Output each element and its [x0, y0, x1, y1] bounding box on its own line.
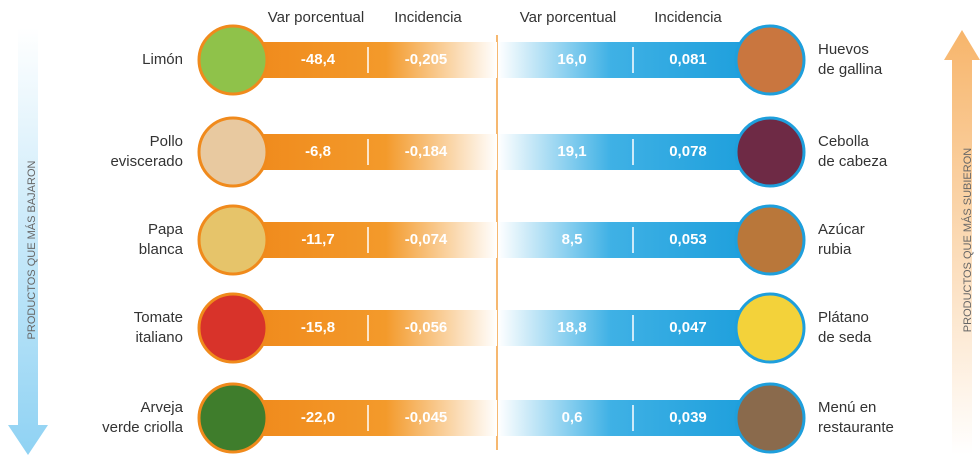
product-name: Arveja verde criolla — [102, 399, 184, 436]
var-value: 0,6 — [562, 409, 583, 426]
name-line: Pollo — [150, 133, 183, 150]
var-value: 8,5 — [562, 231, 583, 248]
value-band — [250, 42, 497, 78]
name-line: Menú en — [818, 399, 876, 416]
product-image — [736, 294, 804, 362]
incidence-value: 0,053 — [669, 231, 707, 248]
value-band — [250, 222, 497, 258]
name-line: de seda — [818, 329, 872, 346]
product-image — [736, 26, 804, 94]
incidence-value: -0,184 — [405, 143, 448, 160]
incidence-value: 0,039 — [669, 409, 707, 426]
incidence-value: 0,078 — [669, 143, 707, 160]
var-value: 18,8 — [557, 319, 586, 336]
side-label: PRODUCTOS QUE MÁS BAJARON — [25, 161, 38, 340]
var-value: 19,1 — [557, 143, 586, 160]
product-name: Tomate italiano — [134, 309, 183, 346]
product-name: Limón — [142, 51, 183, 68]
name-line: blanca — [139, 241, 184, 258]
incidence-value: 0,081 — [669, 51, 707, 68]
var-value: -15,8 — [301, 319, 335, 336]
name-line: italiano — [135, 329, 183, 346]
product-image — [199, 206, 267, 274]
product-image — [736, 384, 804, 452]
name-line: Plátano — [818, 309, 869, 326]
name-line: restaurante — [818, 419, 894, 436]
incidence-value: 0,047 — [669, 319, 707, 336]
name-line: Limón — [142, 51, 183, 68]
incidence-value: -0,074 — [405, 231, 448, 248]
product-image — [199, 118, 267, 186]
name-line: Cebolla — [818, 133, 870, 150]
name-line: Azúcar — [818, 221, 865, 238]
name-line: rubia — [818, 241, 852, 258]
value-band — [498, 134, 748, 170]
name-line: Arveja — [140, 399, 183, 416]
column-header: Var porcentual — [268, 9, 364, 26]
column-header: Incidencia — [394, 9, 462, 26]
name-line: Papa — [148, 221, 184, 238]
product-name: Papa blanca — [139, 221, 184, 258]
value-band — [498, 222, 748, 258]
product-image — [199, 294, 267, 362]
product-name: Plátano de seda — [818, 309, 872, 346]
incidence-value: -0,205 — [405, 51, 448, 68]
var-value: -6,8 — [305, 143, 331, 160]
value-band — [498, 310, 748, 346]
product-name: Azúcar rubia — [818, 221, 865, 258]
side-label: PRODUCTOS QUE MÁS SUBIERON — [961, 148, 974, 332]
product-name: Cebolla de cabeza — [818, 133, 888, 170]
value-band — [498, 42, 748, 78]
name-line: Huevos — [818, 41, 869, 58]
product-image — [199, 384, 267, 452]
var-value: 16,0 — [557, 51, 586, 68]
name-line: Tomate — [134, 309, 183, 326]
name-line: eviscerado — [110, 153, 183, 170]
column-header: Var porcentual — [520, 9, 616, 26]
product-name: Pollo eviscerado — [110, 133, 183, 170]
value-band — [250, 400, 497, 436]
product-image — [199, 26, 267, 94]
column-header: Incidencia — [654, 9, 722, 26]
product-name: Menú en restaurante — [818, 399, 894, 436]
name-line: de gallina — [818, 61, 883, 78]
infographic: PRODUCTOS QUE MÁS BAJARON PRODUCTOS QUE … — [0, 0, 980, 459]
var-value: -11,7 — [301, 231, 334, 248]
var-value: -48,4 — [301, 51, 336, 68]
value-band — [498, 400, 748, 436]
var-value: -22,0 — [301, 409, 335, 426]
product-image — [736, 118, 804, 186]
value-band — [250, 310, 497, 346]
incidence-value: -0,045 — [405, 409, 448, 426]
value-band — [250, 134, 497, 170]
name-line: verde criolla — [102, 419, 184, 436]
name-line: de cabeza — [818, 153, 888, 170]
product-image — [736, 206, 804, 274]
product-name: Huevos de gallina — [818, 41, 883, 78]
incidence-value: -0,056 — [405, 319, 448, 336]
